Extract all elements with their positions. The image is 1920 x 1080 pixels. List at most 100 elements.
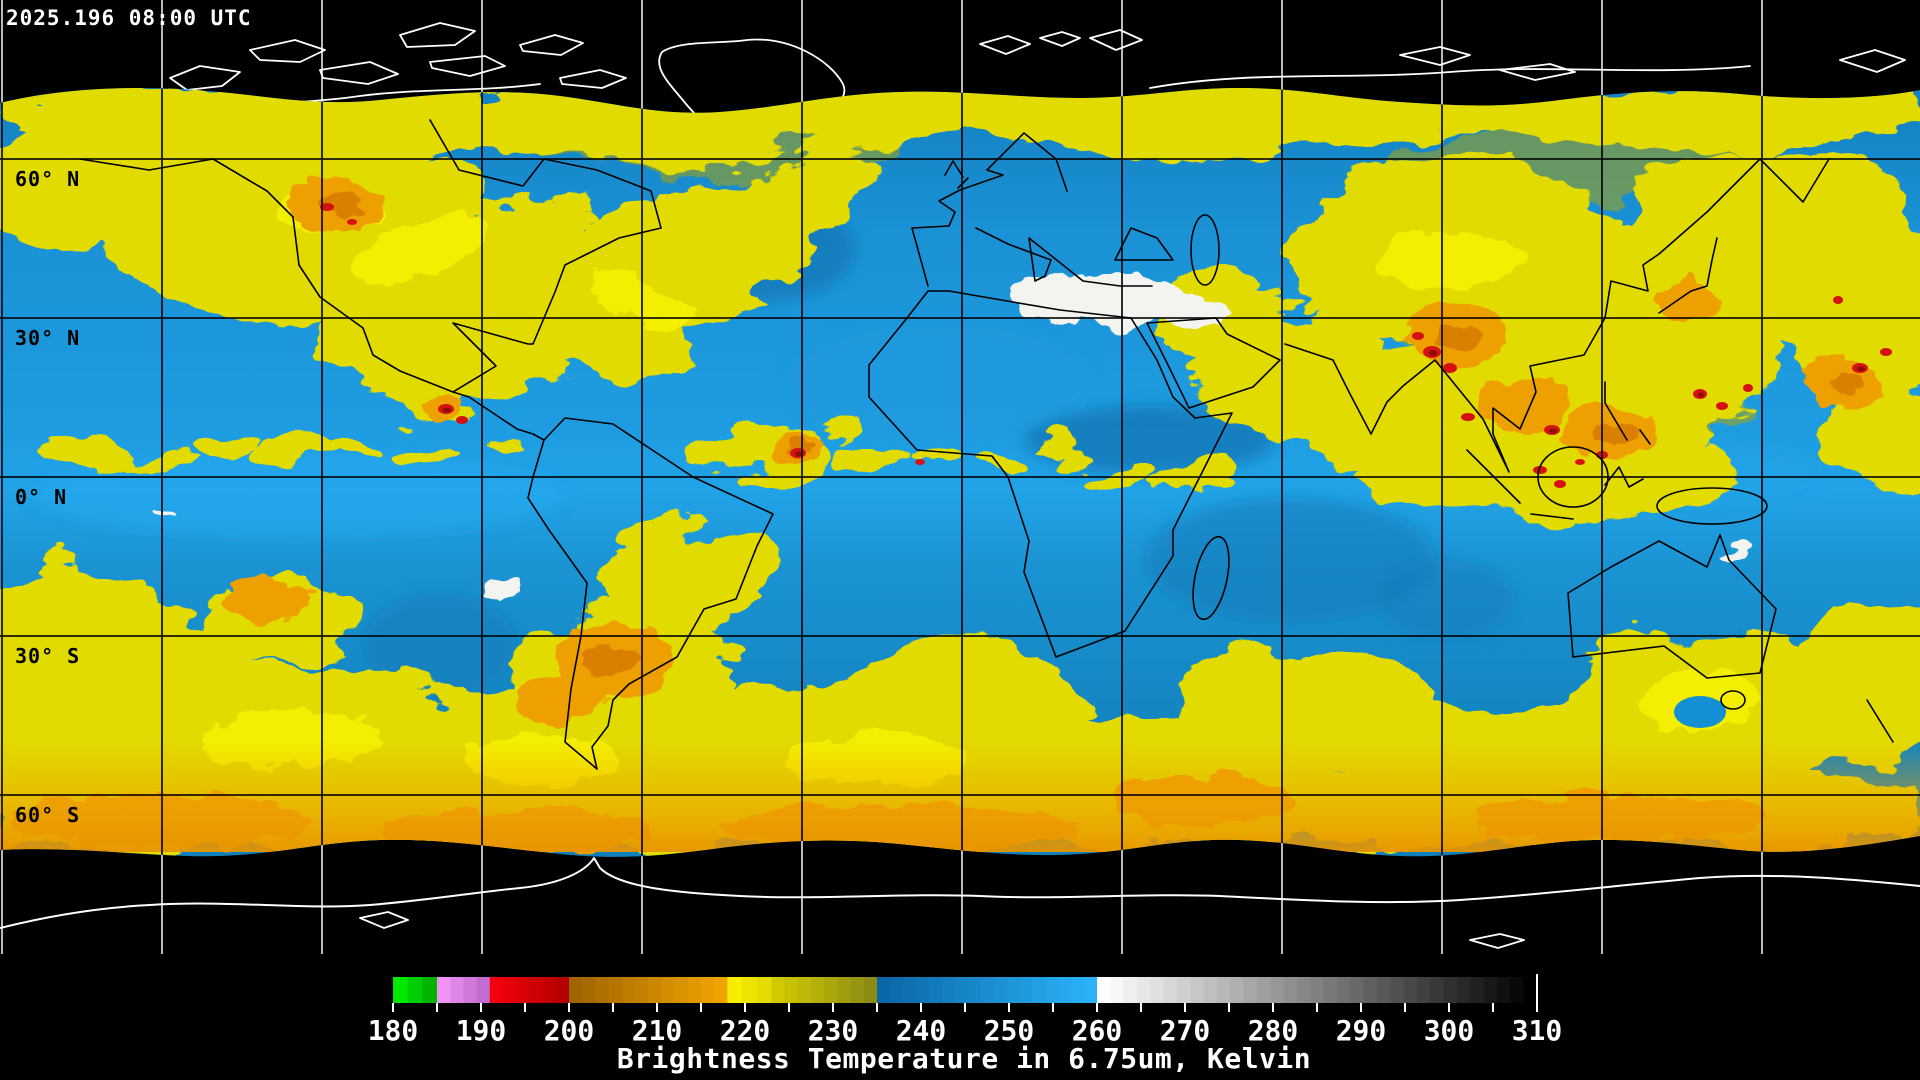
colorbar-segment [1523, 977, 1538, 1003]
colorbar-segment [1510, 977, 1525, 1003]
colorbar-segment [437, 977, 451, 1003]
colorbar-segment [1470, 977, 1485, 1003]
colorbar-segment [569, 977, 583, 1003]
deep-convection-core [443, 350, 1865, 457]
colorbar-segment [1243, 977, 1258, 1003]
colorbar-segment [1457, 977, 1471, 1003]
graticule-over-data [0, 0, 1920, 954]
colorbar-gradient [393, 977, 1538, 1003]
colorbar-segment [1377, 977, 1391, 1003]
colorbar-tick-label: 230 [808, 1014, 859, 1047]
colorbar-segment [407, 977, 423, 1003]
colorbar-segment [1084, 977, 1098, 1003]
colorbar-segment [1283, 977, 1298, 1003]
colorbar-segment [967, 977, 982, 1003]
coastlines-black [79, 119, 1894, 770]
colorbar-tick-label: 190 [456, 1014, 507, 1047]
colorbar-segment [941, 977, 956, 1003]
latitude-label: 0° N [15, 485, 67, 509]
colorbar-segment [811, 977, 825, 1003]
latitude-labels: 60° N 30° N 0° N 30° S 60° S [15, 167, 80, 827]
colorbar-tick-label: 310 [1512, 1014, 1563, 1047]
colorbar-segment [1019, 977, 1033, 1003]
colorbar-segment [1045, 977, 1059, 1003]
colorbar-tick-label: 300 [1424, 1014, 1475, 1047]
colorbar-segment [797, 977, 812, 1003]
colorbar-segment [980, 977, 995, 1003]
polar-coastlines-white [0, 22, 1920, 949]
colorbar-segment [595, 977, 610, 1003]
colorbar-tick-label: 220 [720, 1014, 771, 1047]
colorbar-tick-label: 280 [1248, 1014, 1299, 1047]
colorbar-segment [742, 977, 758, 1003]
colorbar-tick-label: 250 [984, 1014, 1035, 1047]
colorbar-segment [1310, 977, 1325, 1003]
colorbar-segment [463, 977, 478, 1003]
colorbar-ticks [392, 974, 1538, 1012]
colorbar-segment [1363, 977, 1378, 1003]
colorbar-segment [824, 977, 838, 1003]
colorbar-segment [450, 977, 464, 1003]
colorbar-segment [1097, 977, 1111, 1003]
colorbar-segment [1123, 977, 1138, 1003]
blue-shading [35, 198, 1820, 697]
colorbar-segment [1430, 977, 1445, 1003]
colorbar-segment [902, 977, 917, 1003]
colorbar-tick-label: 290 [1336, 1014, 1387, 1047]
colorbar-tick-label: 240 [896, 1014, 947, 1047]
cyclone-eye [1674, 696, 1726, 728]
latitude-label: 30° S [15, 644, 80, 668]
colorbar-segment [1071, 977, 1085, 1003]
colorbar-segment [863, 977, 878, 1003]
colorbar-segment [756, 977, 772, 1003]
colorbar-tick-label: 260 [1072, 1014, 1123, 1047]
colorbar-segment [529, 977, 544, 1003]
colorbar-segment [1297, 977, 1311, 1003]
colorbar-segment [837, 977, 852, 1003]
colorbar-segment [422, 977, 438, 1003]
warm-dry-white [155, 274, 1752, 600]
data-band: 60° N 30° N 0° N 30° S 60° S [0, 0, 1920, 954]
colorbar-segment [516, 977, 530, 1003]
colorbar-segment [635, 977, 649, 1003]
colorbar-segment [701, 977, 715, 1003]
colorbar-segment [1177, 977, 1191, 1003]
colorbar-segment [915, 977, 930, 1003]
colorbar-segment [1403, 977, 1418, 1003]
colorbar-segment [393, 977, 409, 1003]
colorbar-segment [1110, 977, 1125, 1003]
latitude-label: 60° N [15, 167, 80, 191]
colorbar-segment [1217, 977, 1231, 1003]
colorbar-segment [489, 977, 504, 1003]
colorbar-segment [1137, 977, 1151, 1003]
colorbar-segment [771, 977, 786, 1003]
colorbar-segment [1032, 977, 1046, 1003]
colorbar-segment [674, 977, 689, 1003]
colorbar-segment [1497, 977, 1511, 1003]
colorbar-segment [1006, 977, 1020, 1003]
deep-orange [318, 193, 1868, 676]
colorbar-segment [889, 977, 904, 1003]
colorbar-segment [1270, 977, 1285, 1003]
colorbar-segment [993, 977, 1008, 1003]
colorbar-segment [1230, 977, 1245, 1003]
colorbar-segment [476, 977, 491, 1003]
colorbar-segment [877, 977, 891, 1003]
colorbar-tick-label: 200 [544, 1014, 595, 1047]
colorbar-segment [661, 977, 676, 1003]
colorbar-tick-label: 180 [368, 1014, 419, 1047]
colorbar-segment [1443, 977, 1458, 1003]
colorbar-segment [1150, 977, 1165, 1003]
colorbar-segment [555, 977, 570, 1003]
colorbar-tick-label: 210 [632, 1014, 683, 1047]
colorbar-segment [1203, 977, 1218, 1003]
colorbar-tick-label: 270 [1160, 1014, 1211, 1047]
colorbar-segment [542, 977, 557, 1003]
colorbar-segment [727, 977, 743, 1003]
colorbar-tick-labels: 180 190 200 210 220 230 240 250 260 270 280 290 300 3… [368, 1014, 1563, 1047]
colorbar-segment [1337, 977, 1351, 1003]
colorbar-segment [608, 977, 623, 1003]
colorbar-segment [503, 977, 517, 1003]
